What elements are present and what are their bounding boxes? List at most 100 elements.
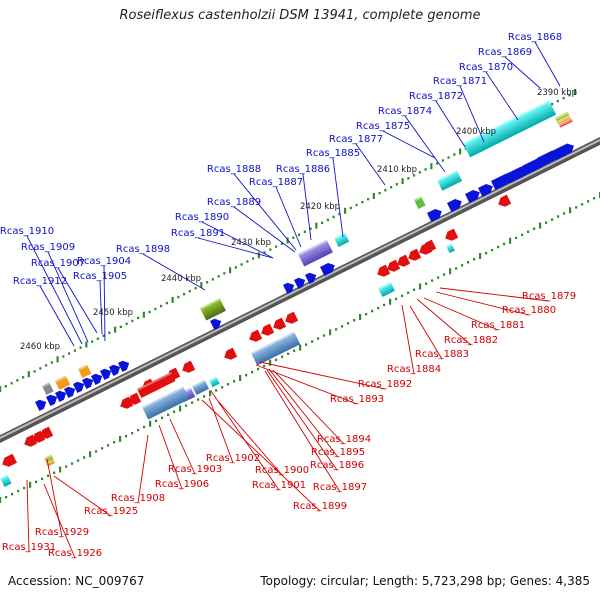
tick-dot xyxy=(89,451,92,458)
bottom-gene-label: Rcas_1929 xyxy=(35,527,89,538)
tick-dot xyxy=(39,367,42,370)
tick-dot xyxy=(173,410,176,413)
tick-dot xyxy=(0,386,2,392)
tick-dot xyxy=(539,222,542,229)
leader-line xyxy=(534,41,561,87)
tick-dot xyxy=(188,289,191,293)
tick-dot xyxy=(329,329,332,336)
tick-dot xyxy=(372,192,375,199)
gene-block-cyan xyxy=(209,376,220,388)
bottom-gene-label: Rcas_1883 xyxy=(415,349,469,360)
leader-line xyxy=(459,85,485,143)
tick-dot xyxy=(323,334,326,337)
bottom-gene-label: Rcas_1880 xyxy=(502,305,556,316)
leader-line xyxy=(142,253,206,291)
tick-dot xyxy=(85,341,88,348)
tick-dot xyxy=(223,272,226,275)
top-gene-label: Rcas_1869 xyxy=(478,47,532,58)
forward-gene-arrow xyxy=(283,282,295,294)
tick-dot xyxy=(467,261,470,264)
label-leader-lines xyxy=(26,41,561,559)
tick-dot xyxy=(177,295,180,299)
tick-dot xyxy=(17,489,20,493)
tick-dot xyxy=(378,191,381,195)
leader-line xyxy=(423,297,499,331)
leader-line xyxy=(47,251,89,343)
gene-block-grey xyxy=(42,382,54,395)
tick-dot xyxy=(29,481,32,488)
tick-dot xyxy=(551,218,554,221)
tick-dot xyxy=(338,212,341,216)
top-gene-label: Rcas_1887 xyxy=(249,177,303,188)
top-gene-labels: Rcas_1868 Rcas_1869 Rcas_1870 Rcas_1871 Rcas… xyxy=(0,32,562,287)
tick-dot xyxy=(280,242,283,245)
bottom-gene-label: Rcas_1897 xyxy=(313,482,367,493)
tick-dot xyxy=(521,233,524,237)
bottom-gene-label: Rcas_1893 xyxy=(330,394,384,405)
tick-dot xyxy=(47,474,50,477)
gene-block-green xyxy=(44,454,54,464)
tick-dot xyxy=(413,174,416,177)
tick-dot xyxy=(102,334,105,337)
tick-dot xyxy=(384,189,387,192)
tick-dot xyxy=(33,370,36,373)
tick-dot xyxy=(203,395,206,398)
bottom-gene-label: Rcas_1899 xyxy=(293,501,347,512)
tick-dot xyxy=(275,358,278,362)
tick-dot xyxy=(355,203,358,207)
leader-line xyxy=(268,368,339,458)
leader-line xyxy=(201,399,321,512)
leader-line xyxy=(201,221,274,259)
tick-dot xyxy=(16,379,19,382)
leader-line xyxy=(409,305,443,360)
leader-line xyxy=(435,291,530,316)
leader-line xyxy=(302,173,312,241)
tick-dot xyxy=(485,251,488,255)
leader-line xyxy=(382,130,436,159)
forward-gene-arrow xyxy=(100,368,112,380)
tick-dot xyxy=(509,237,512,244)
bottom-gene-label: Rcas_1881 xyxy=(471,320,525,331)
tick-dot xyxy=(23,486,26,490)
leader-line xyxy=(416,298,472,346)
tick-dot xyxy=(217,275,220,278)
tick-dot xyxy=(347,322,350,325)
tick-dot xyxy=(137,316,140,320)
tick-dot xyxy=(107,444,110,447)
tick-dot xyxy=(418,171,421,174)
tick-dot xyxy=(455,267,458,270)
tick-dot xyxy=(227,383,230,386)
top-gene-label: Rcas_1891 xyxy=(171,228,225,239)
top-gene-label: Rcas_1888 xyxy=(207,164,261,175)
tick-dot xyxy=(556,99,559,103)
bottom-gene-labels: Rcas_1879 Rcas_1880 Rcas_1881 Rcas_1882 Rcas… xyxy=(2,291,576,559)
tick-dot xyxy=(197,398,200,401)
top-gene-label: Rcas_1885 xyxy=(306,148,360,159)
bottom-gene-label: Rcas_1926 xyxy=(48,548,102,559)
gene-features xyxy=(0,100,574,487)
top-gene-label: Rcas_1910 xyxy=(0,226,54,237)
tick-dot xyxy=(35,480,38,484)
tick-dot xyxy=(299,344,302,351)
top-gene-label: Rcas_1904 xyxy=(77,256,131,267)
leader-line xyxy=(233,173,297,251)
leader-line xyxy=(99,280,103,335)
tick-dot xyxy=(383,303,386,307)
tick-dot xyxy=(453,153,456,156)
tick-dot xyxy=(125,322,128,326)
gene-block-purple xyxy=(298,239,333,267)
tick-dot xyxy=(79,346,82,349)
kbp-tick-label: 2440 kbp xyxy=(161,274,201,284)
reverse-gene-arrow xyxy=(498,194,512,207)
tick-dot xyxy=(286,237,289,244)
tick-dot xyxy=(367,197,370,201)
tick-dot xyxy=(91,340,94,343)
reverse-gene-block xyxy=(137,372,176,398)
leader-line xyxy=(272,369,345,445)
genome-title: Roseiflexus castenholzii DSM 13941, comp… xyxy=(119,8,481,23)
tick-dot xyxy=(361,200,364,204)
leader-line xyxy=(435,100,466,148)
tick-dot xyxy=(497,245,500,249)
reverse-gene-arrow xyxy=(285,311,299,324)
